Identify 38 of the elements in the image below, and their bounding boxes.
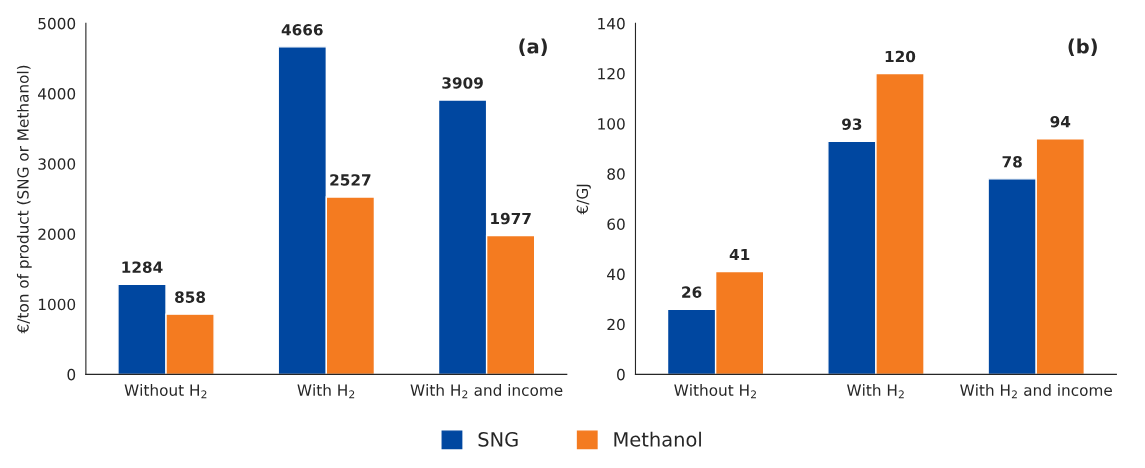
y-tick-label: 0 [67, 368, 76, 381]
data-label: 3909 [442, 77, 483, 89]
data-label: 93 [842, 118, 862, 130]
y-tick-label: 40 [607, 268, 625, 281]
y-tick-label: 140 [598, 17, 625, 30]
data-label: 1977 [491, 212, 531, 225]
data-label: 41 [729, 248, 750, 261]
x-tick-label: With H$_{2}$ and income [410, 384, 563, 399]
y-tick-label: 20 [607, 318, 625, 331]
y-tick-label: 120 [598, 68, 625, 80]
x-tick-label: Without H$_{2}$ [674, 384, 756, 399]
x-tick-label: With H$_{2}$ [297, 384, 355, 399]
data-label: 120 [885, 50, 916, 63]
y-tick-label: 80 [607, 168, 625, 180]
x-tick-label: With H$_{2}$ [847, 384, 904, 399]
y-tick-label: 100 [598, 118, 625, 130]
y-tick-label: 1000 [38, 298, 76, 311]
y-axis-title: €/GJ [576, 184, 591, 215]
annotation: (a) [519, 38, 547, 56]
data-label: 26 [682, 286, 702, 298]
y-tick-label: 4000 [38, 88, 76, 100]
y-axis-title: €/ton of product (SNG or Methanol) [16, 65, 32, 334]
x-tick-label: With H$_{2}$ and income [960, 384, 1112, 399]
data-label: 1284 [122, 261, 163, 273]
data-label: 4666 [281, 24, 323, 36]
y-tick-label: 2000 [38, 228, 76, 241]
y-tick-label: 3000 [38, 158, 76, 170]
annotation: (b) [1068, 38, 1097, 56]
data-label: 94 [1050, 115, 1071, 128]
y-tick-label: 0 [617, 368, 625, 381]
legend-label: Methanol [614, 431, 701, 447]
legend-label: SNG [478, 432, 518, 447]
data-label: 2527 [330, 174, 371, 186]
x-tick-label: Without H$_{2}$ [124, 384, 207, 399]
y-tick-label: 60 [607, 218, 625, 230]
data-label: 858 [175, 291, 206, 303]
data-label: 78 [1002, 155, 1022, 168]
y-tick-label: 5000 [38, 17, 76, 30]
